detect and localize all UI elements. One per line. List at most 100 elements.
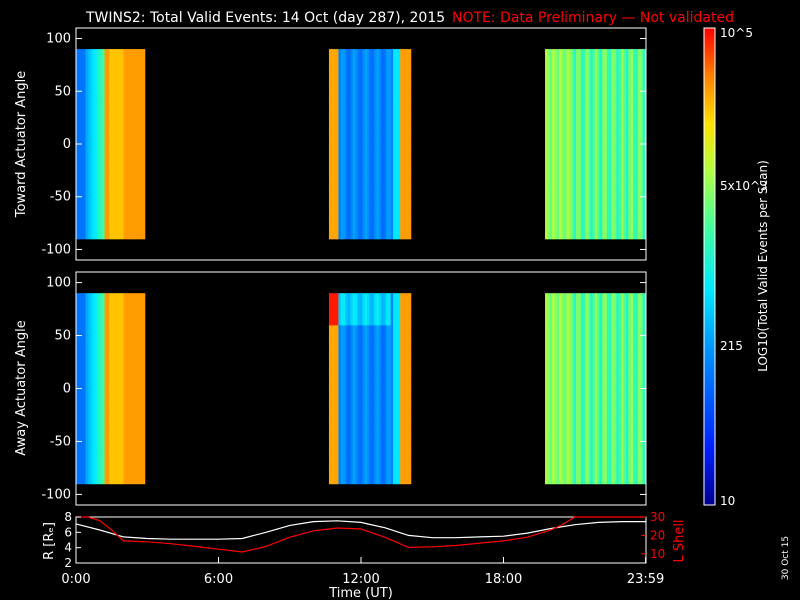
heatmap-cell xyxy=(609,309,612,326)
heatmap-cell xyxy=(83,404,86,421)
heatmap-cell xyxy=(621,96,624,113)
heatmap-cell xyxy=(547,128,551,145)
heatmap-cell xyxy=(580,356,584,374)
heatmap-cell xyxy=(385,436,389,453)
heatmap-cell xyxy=(561,356,565,374)
heatmap-cell xyxy=(340,112,344,129)
heatmap-cell xyxy=(402,144,406,161)
heatmap-cell xyxy=(76,175,79,192)
heatmap-cell xyxy=(611,80,615,97)
heatmap-cell xyxy=(118,191,122,208)
heatmap-cell xyxy=(566,49,570,66)
heatmap-cell xyxy=(369,175,373,192)
heatmap-cell xyxy=(123,420,127,437)
heatmap-cell xyxy=(549,372,553,389)
heatmap-cell xyxy=(599,64,603,82)
heatmap-cell xyxy=(395,452,399,469)
heatmap-cell xyxy=(585,324,589,342)
heatmap-cell xyxy=(95,191,98,208)
heatmap-cell xyxy=(632,309,636,326)
heatmap-cell xyxy=(95,324,98,342)
heatmap-cell xyxy=(564,128,567,145)
toward-heatmap-cells xyxy=(76,49,647,240)
heatmap-cell xyxy=(133,372,136,389)
heatmap-cell xyxy=(573,112,577,129)
heatmap-cell xyxy=(578,64,582,82)
heatmap-cell xyxy=(106,159,110,177)
heatmap-cell xyxy=(609,64,612,82)
heatmap-cell xyxy=(340,159,344,177)
heatmap-cell xyxy=(409,420,412,437)
heatmap-cell xyxy=(397,404,401,421)
heatmap-cell xyxy=(580,144,584,161)
heatmap-cell xyxy=(333,96,337,113)
heatmap-cell xyxy=(336,324,339,342)
heatmap-cell xyxy=(637,452,641,469)
heatmap-cell xyxy=(613,388,617,405)
heatmap-cell xyxy=(331,324,335,342)
heatmap-cell xyxy=(366,223,370,240)
heatmap-cell xyxy=(133,96,136,113)
heatmap-cell xyxy=(76,467,79,485)
heatmap-cell xyxy=(390,436,394,453)
heatmap-cell xyxy=(630,324,634,342)
heatmap-cell xyxy=(599,324,603,342)
heatmap-cell xyxy=(590,452,593,469)
heatmap-cell xyxy=(359,159,363,177)
heatmap-cell xyxy=(352,452,356,469)
heatmap-cell xyxy=(76,159,79,177)
heatmap-cell xyxy=(328,388,332,405)
heatmap-cell xyxy=(637,467,641,485)
heatmap-cell xyxy=(590,128,593,145)
heatmap-cell xyxy=(390,207,394,224)
heatmap-cell xyxy=(76,293,79,310)
heatmap-cell xyxy=(338,64,342,82)
heatmap-cell xyxy=(106,340,110,358)
heatmap-cell xyxy=(554,175,558,192)
heatmap-cell xyxy=(333,356,337,374)
heatmap-cell xyxy=(616,112,620,129)
heatmap-cell xyxy=(83,436,86,453)
heatmap-cell xyxy=(137,49,141,66)
heatmap-cell xyxy=(355,144,358,161)
heatmap-cell xyxy=(390,452,394,469)
heatmap-cell xyxy=(397,388,401,405)
heatmap-cell xyxy=(580,223,584,240)
heatmap-cell xyxy=(331,293,335,310)
heatmap-cell xyxy=(571,452,574,469)
heatmap-cell xyxy=(559,340,563,358)
heatmap-cell xyxy=(547,80,551,97)
heatmap-cell xyxy=(125,144,129,161)
heatmap-cell xyxy=(621,452,624,469)
heatmap-cell xyxy=(106,96,110,113)
heatmap-cell xyxy=(118,436,122,453)
heatmap-cell xyxy=(102,372,105,389)
heatmap-cell xyxy=(587,207,591,224)
heatmap-cell xyxy=(78,356,82,374)
heatmap-cell xyxy=(630,96,634,113)
heatmap-cell xyxy=(340,64,344,82)
heatmap-cell xyxy=(583,436,586,453)
heatmap-cell xyxy=(642,159,646,177)
heatmap-cell xyxy=(95,207,98,224)
heatmap-cell xyxy=(140,128,143,145)
heatmap-cell xyxy=(604,356,608,374)
heatmap-cell xyxy=(609,467,612,485)
heatmap-cell xyxy=(552,324,555,342)
heatmap-cell xyxy=(111,159,115,177)
heatmap-cell xyxy=(369,80,373,97)
heatmap-cell xyxy=(102,207,105,224)
heatmap-cell xyxy=(371,191,375,208)
heatmap-cell xyxy=(575,175,579,192)
heatmap-cell xyxy=(613,207,617,224)
heatmap-cell xyxy=(568,144,572,161)
heatmap-cell xyxy=(130,96,134,113)
heatmap-cell xyxy=(564,64,567,82)
heatmap-cell xyxy=(340,207,344,224)
heatmap-cell xyxy=(642,340,646,358)
heatmap-cell xyxy=(585,96,589,113)
heatmap-cell xyxy=(554,356,558,374)
heatmap-cell xyxy=(106,309,110,326)
heatmap-cell xyxy=(611,159,615,177)
heatmap-cell xyxy=(402,159,406,177)
